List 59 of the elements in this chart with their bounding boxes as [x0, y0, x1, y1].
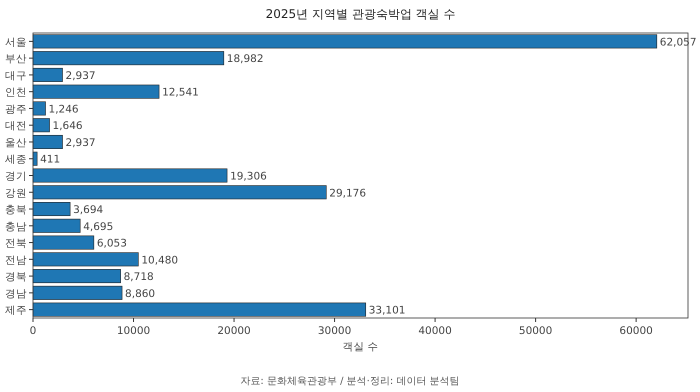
bar: [32, 84, 160, 99]
text: 자료: 문화체육관광부 / 분석·정리: 데이터 분석팀: [240, 376, 460, 387]
data-label: 8,860: [125, 288, 156, 300]
data-label: 4,695: [83, 220, 114, 233]
bar: [32, 202, 70, 216]
x-tick-label: 50000: [518, 325, 552, 337]
bar: [32, 218, 80, 233]
data-label: 1,646: [52, 120, 83, 132]
chart-title: 2025년 지역별 관광숙박업 객실 수: [266, 7, 456, 21]
x-tick-label: 10000: [116, 325, 150, 337]
y-tick-label: 경북: [5, 271, 27, 284]
data-label: 8,718: [124, 271, 154, 284]
y-tick-label: 경남: [5, 288, 27, 300]
bar: [32, 286, 122, 300]
data-label: 18,982: [226, 53, 264, 66]
y-tick-label: 대구: [5, 70, 27, 82]
data-label: 33,101: [368, 304, 406, 317]
y-tick-label: 충남: [5, 220, 27, 233]
y-tick-label: 울산: [5, 136, 27, 149]
y-tick-label: 부산: [5, 53, 27, 66]
y-tick-label: 인천: [5, 86, 27, 99]
y-tick-label: 충북: [5, 204, 27, 216]
y-tick-label: 전남: [5, 254, 27, 266]
bar: [32, 236, 94, 250]
x-tick-label: 40000: [418, 325, 452, 337]
data-label: 2,937: [66, 136, 96, 149]
bar: [32, 51, 224, 66]
x-tick-label: 30000: [318, 325, 352, 337]
bar: [32, 302, 366, 317]
bar: [32, 34, 658, 48]
data-label: 3,694: [73, 204, 104, 216]
bar: [32, 168, 228, 183]
data-label: 2,937: [66, 70, 96, 82]
y-tick-label: 광주: [5, 103, 27, 116]
y-tick-label: 제주: [5, 304, 27, 317]
bar: [32, 252, 139, 266]
bar: [32, 101, 46, 116]
y-tick-label: 전북: [5, 238, 27, 250]
bar: [32, 185, 327, 200]
bar: [32, 68, 63, 82]
data-label: 411: [40, 154, 60, 166]
y-tick-label: 서울: [5, 36, 27, 48]
data-label: 19,306: [230, 170, 268, 182]
y-tick-label: 경기: [5, 170, 27, 182]
bar: [32, 118, 50, 132]
data-label: 29,176: [329, 187, 366, 200]
x-tick-label: 20000: [217, 325, 251, 337]
x-axis-title: 객실 수: [342, 341, 379, 353]
data-label: 10,480: [141, 254, 178, 266]
data-label: 6,053: [96, 238, 127, 250]
x-tick-label: 60000: [619, 325, 653, 337]
data-label: 1,246: [48, 103, 79, 116]
data-label: 12,541: [162, 86, 199, 99]
y-tick-label: 대전: [5, 120, 27, 132]
y-tick-label: 세종: [5, 154, 27, 166]
bar: [32, 269, 121, 284]
y-tick-label: 강원: [5, 187, 27, 200]
bar: [32, 134, 63, 149]
x-tick-label: 0: [30, 325, 36, 337]
